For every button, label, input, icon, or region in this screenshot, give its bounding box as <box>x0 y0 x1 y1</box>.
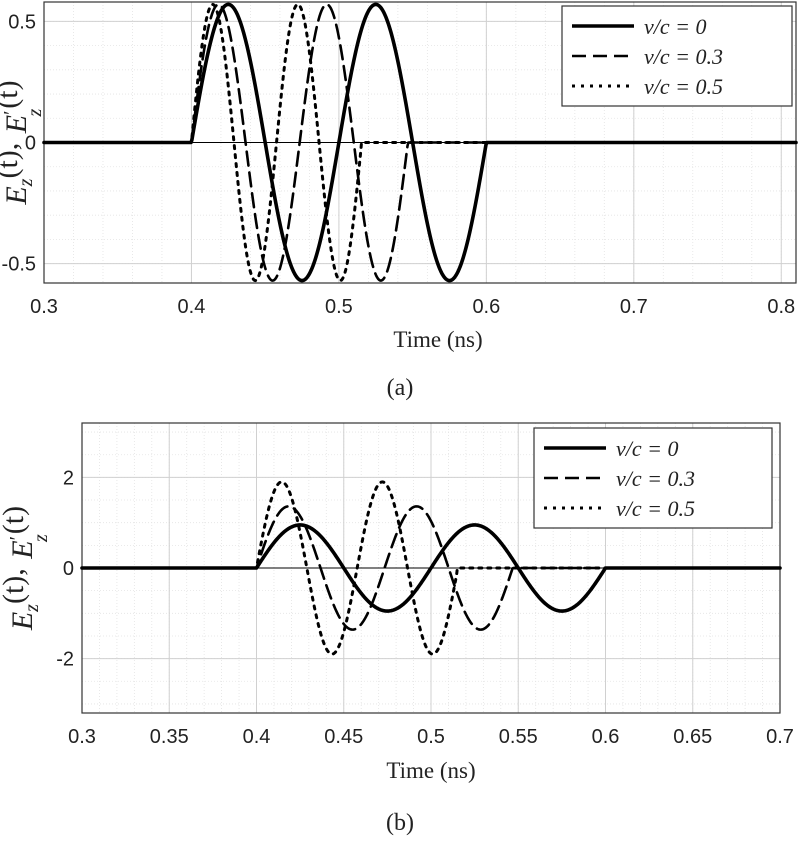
x-tick-label: 0.35 <box>150 726 189 748</box>
series-line-dotted <box>42 2 798 283</box>
x-tick-label: 0.3 <box>30 296 58 318</box>
legend-label: v/c = 0.3 <box>616 466 695 491</box>
y-axis-label: Ez(t), E′ z(t) <box>0 506 52 631</box>
legend-label: v/c = 0.5 <box>616 496 695 521</box>
series-line-dotted <box>80 480 782 656</box>
y-tick-label: -2 <box>56 649 74 671</box>
legend-label: v/c = 0 <box>616 436 679 461</box>
x-tick-label: 0.45 <box>324 726 363 748</box>
x-tick-label: 0.4 <box>178 296 206 318</box>
x-tick-label: 0.8 <box>767 296 795 318</box>
legend-label: v/c = 0 <box>644 14 707 39</box>
x-tick-label: 0.7 <box>766 726 794 748</box>
y-axis-label: Ez(t), E′ z(t) <box>0 80 46 205</box>
x-tick-label: 0.5 <box>417 726 445 748</box>
x-tick-label: 0.55 <box>499 726 538 748</box>
x-tick-label: 0.65 <box>673 726 712 748</box>
legend: v/c = 0 v/c = 0.3 v/c = 0.5 <box>533 427 773 529</box>
legend-label: v/c = 0.3 <box>644 44 723 69</box>
y-tick-label: 0 <box>63 558 74 580</box>
x-tick-label: 0.5 <box>325 296 353 318</box>
x-axis-label: Time (ns) <box>386 758 475 783</box>
y-tick-label: -0.5 <box>2 254 36 276</box>
legend-label: v/c = 0.5 <box>644 74 723 99</box>
figure-caption: (a) <box>387 375 414 401</box>
y-tick-label: 0 <box>25 133 36 155</box>
x-tick-label: 0.7 <box>620 296 648 318</box>
x-tick-label: 0.6 <box>592 726 620 748</box>
x-axis-label: Time (ns) <box>393 327 482 352</box>
x-tick-label: 0.3 <box>68 726 96 748</box>
y-tick-label: 0.5 <box>8 11 36 33</box>
legend: v/c = 0 v/c = 0.3 v/c = 0.5 <box>561 5 793 107</box>
x-tick-label: 0.4 <box>243 726 271 748</box>
chart-a: 0.3 0.4 0.5 0.6 0.7 0.8 -0.5 0 0.5 Time (ns) Ez(t)… <box>0 1 798 401</box>
x-tick-label: 0.6 <box>472 296 500 318</box>
y-tick-label: 2 <box>63 467 74 489</box>
chart-b: 0.3 0.35 0.4 0.45 0.5 0.55 0.6 0.65 0.7 -2 0 2 Time … <box>0 422 794 836</box>
figure-caption: (b) <box>386 810 414 836</box>
